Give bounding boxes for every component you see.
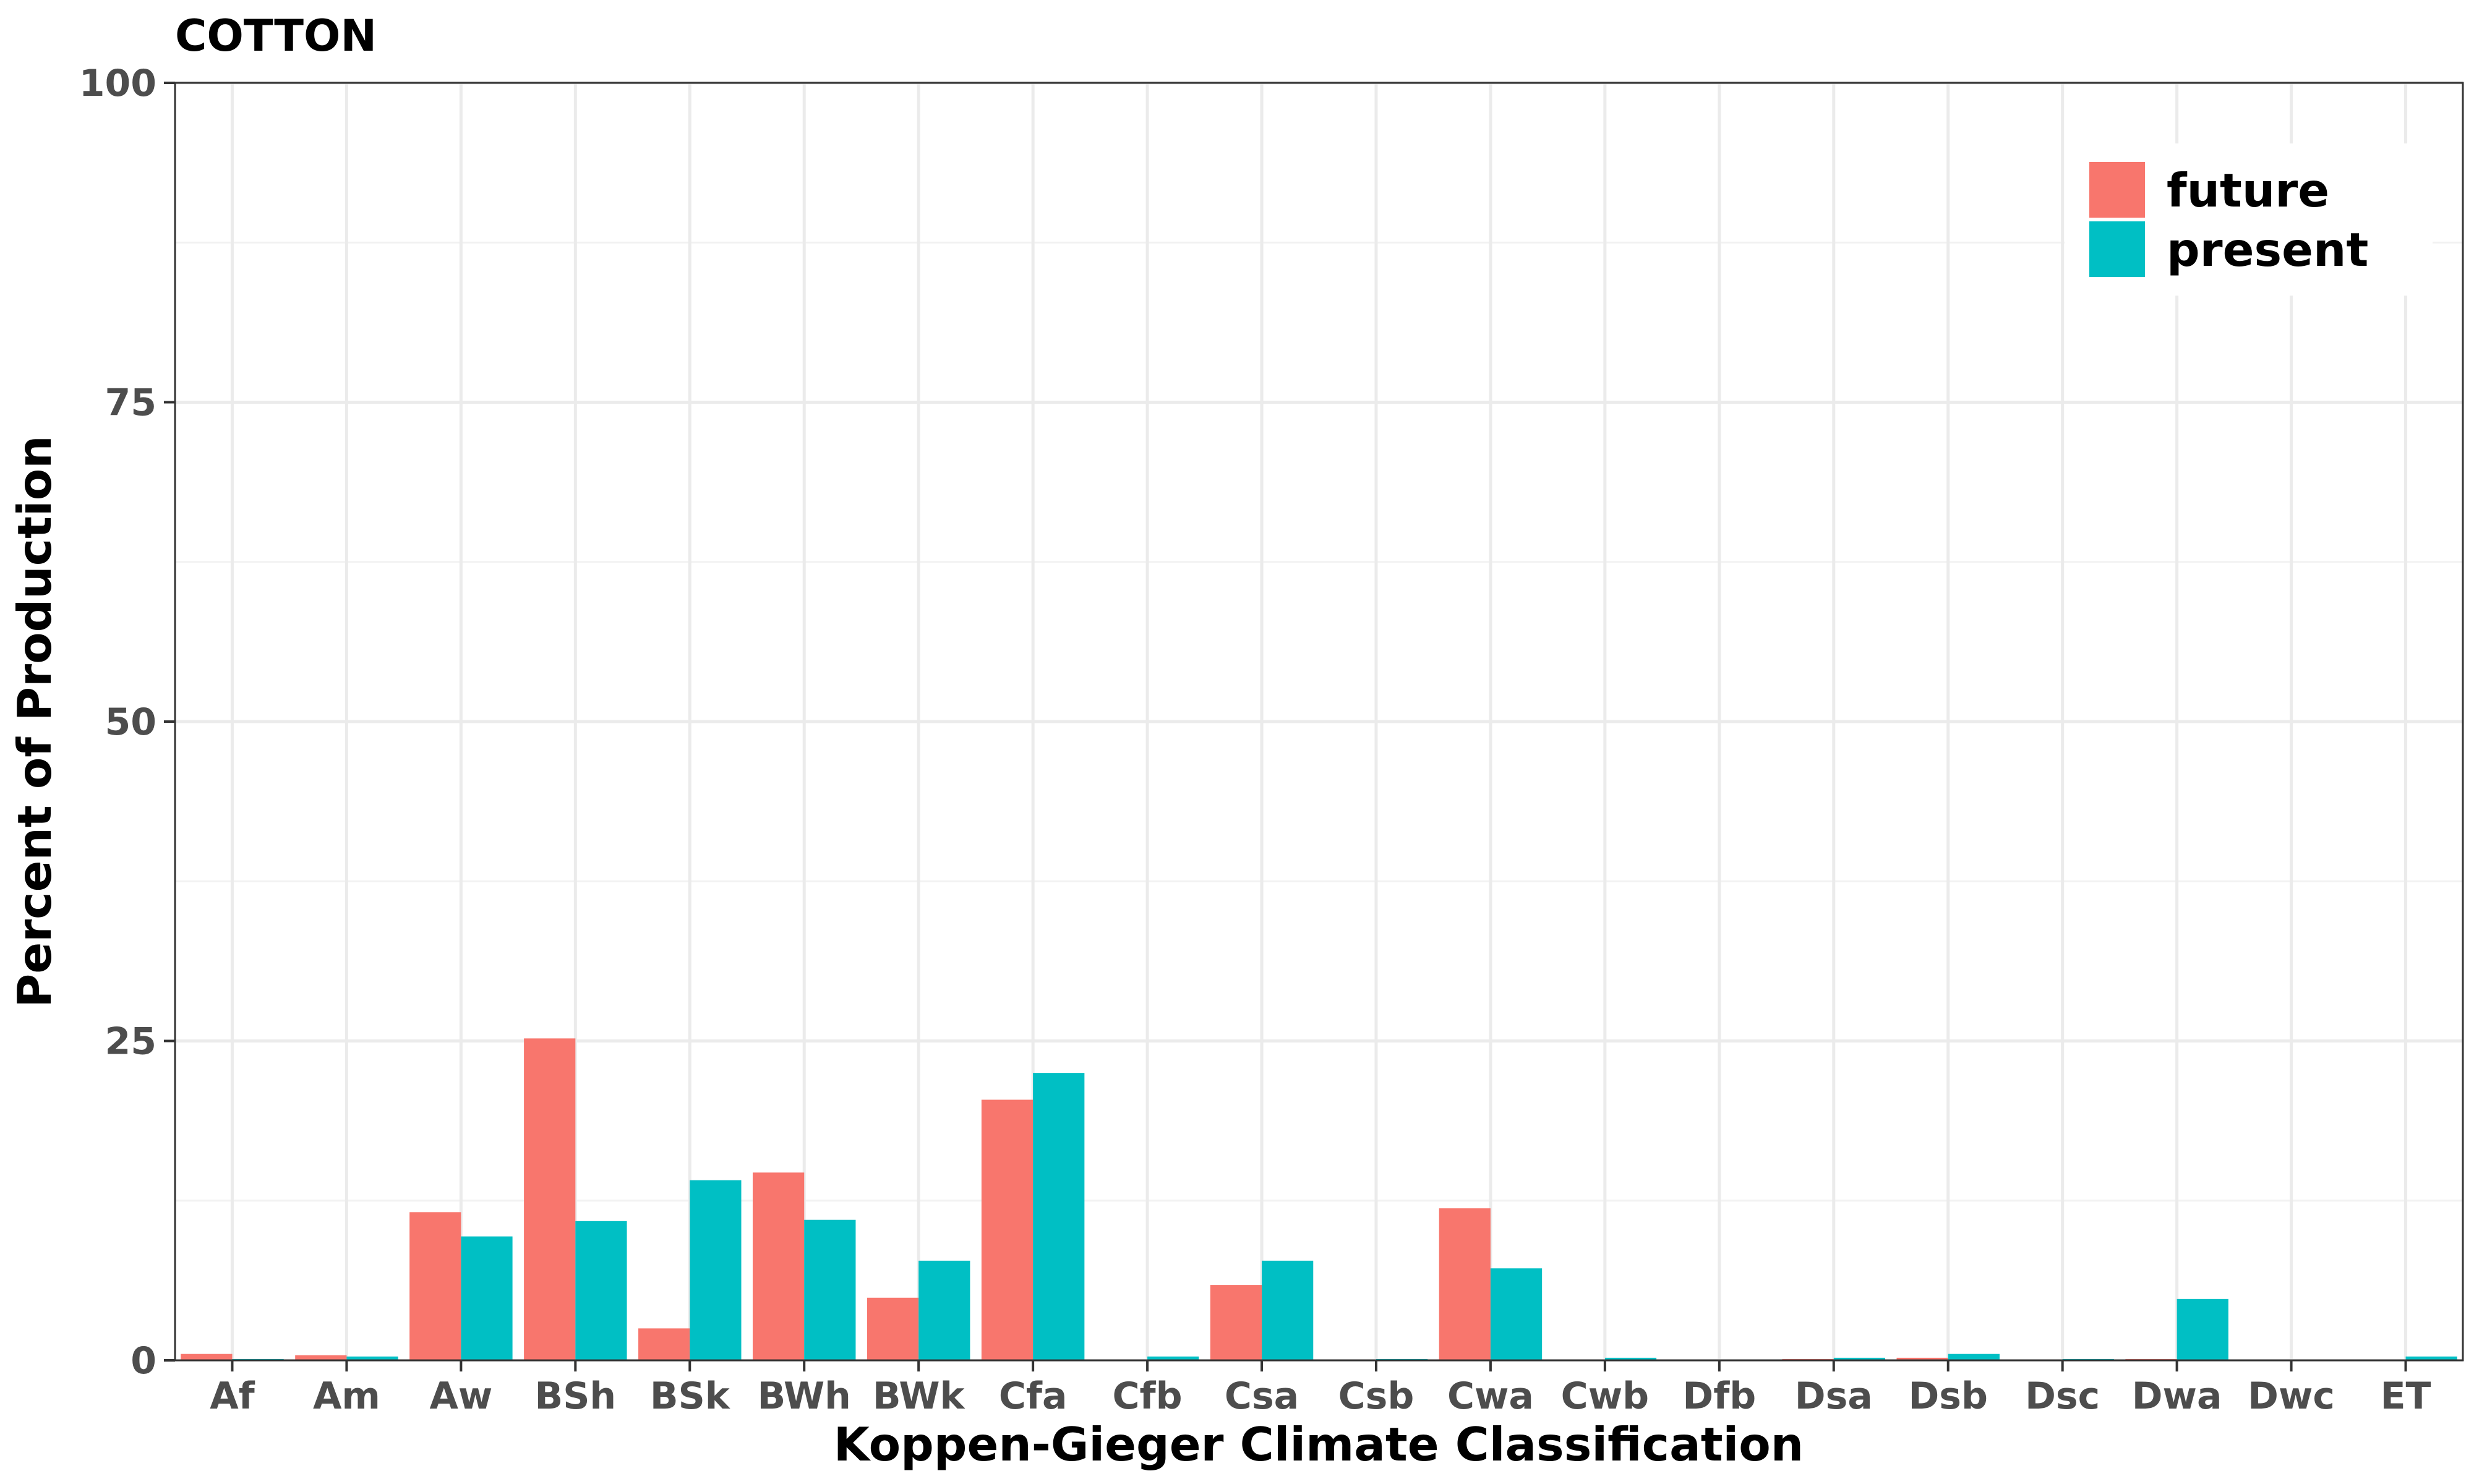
bar-present-Csa xyxy=(1262,1260,1314,1360)
x-tick-label: Cwb xyxy=(1561,1375,1649,1418)
x-tick-label: BWh xyxy=(758,1375,851,1418)
legend-key-future xyxy=(2089,162,2145,218)
x-tick-label: BSk xyxy=(650,1375,731,1418)
x-tick-label: Am xyxy=(313,1375,380,1418)
bar-future-BWh xyxy=(752,1172,805,1360)
bar-present-Dsa xyxy=(1833,1357,1886,1360)
y-tick-label: 50 xyxy=(105,701,157,744)
bar-present-Cfa xyxy=(1033,1073,1085,1360)
bars xyxy=(181,1038,2457,1360)
x-tick-label: Af xyxy=(210,1375,255,1418)
x-tick-label: Csb xyxy=(1338,1375,1415,1418)
bar-future-Csa xyxy=(1210,1285,1262,1360)
bar-present-Cwa xyxy=(1490,1268,1543,1360)
bar-present-BSh xyxy=(575,1221,627,1360)
chart-title: COTTON xyxy=(175,11,377,61)
bar-future-Af xyxy=(181,1354,233,1360)
y-tick-label: 100 xyxy=(79,62,156,105)
bar-present-ET xyxy=(2405,1356,2457,1360)
bar-future-BSh xyxy=(524,1038,576,1360)
bar-future-Am xyxy=(295,1355,347,1360)
y-tick-label: 25 xyxy=(105,1020,157,1064)
x-tick-label: ET xyxy=(2381,1375,2431,1418)
bar-future-Aw xyxy=(409,1212,461,1360)
bar-future-BWk xyxy=(867,1297,919,1360)
bar-future-Cfa xyxy=(981,1099,1034,1360)
x-axis-title: Koppen-Gieger Climate Classification xyxy=(834,1417,1804,1472)
y-axis-title: Percent of Production xyxy=(7,435,62,1007)
x-tick-label: Dfb xyxy=(1682,1375,1756,1418)
x-tick-label: BSh xyxy=(534,1375,616,1418)
x-tick-label: Cwa xyxy=(1447,1375,1534,1418)
y-tick-label: 0 xyxy=(131,1339,156,1383)
y-axis: 0 25 50 75 100 xyxy=(79,62,175,1383)
legend-label-future: future xyxy=(2167,163,2329,218)
bar-present-Dsb xyxy=(1948,1354,2000,1360)
legend-label-present: present xyxy=(2167,223,2368,277)
bar-present-Am xyxy=(346,1356,398,1360)
bar-future-Cwa xyxy=(1439,1208,1491,1360)
bar-future-Dsb xyxy=(1896,1357,1948,1360)
x-tick-label: Csa xyxy=(1225,1375,1299,1418)
legend-key-present xyxy=(2089,221,2145,277)
bar-future-BSk xyxy=(638,1328,690,1360)
x-tick-label: Dwc xyxy=(2248,1375,2335,1418)
x-axis: Af Am Aw BSh BSk BWh BWk Cfa Cfb Csa Csb Cwa Cwb Dfb D… xyxy=(210,1360,2431,1418)
bar-present-BWk xyxy=(918,1260,970,1360)
y-tick-label: 75 xyxy=(105,382,157,425)
bar-present-Cfb xyxy=(1147,1356,1199,1360)
x-tick-label: Dsa xyxy=(1795,1375,1873,1418)
x-tick-label: Dsb xyxy=(1908,1375,1987,1418)
x-tick-label: Dsc xyxy=(2025,1375,2100,1418)
bar-present-Cwb xyxy=(1604,1357,1657,1360)
bar-present-BWh xyxy=(804,1219,856,1360)
bar-present-Dwa xyxy=(2177,1298,2228,1360)
x-tick-label: Aw xyxy=(429,1375,492,1418)
x-tick-label: Dwa xyxy=(2132,1375,2222,1418)
bar-present-Aw xyxy=(461,1236,513,1360)
x-tick-label: Cfb xyxy=(1113,1375,1183,1418)
bar-present-BSk xyxy=(690,1180,742,1360)
x-tick-label: Cfa xyxy=(999,1375,1068,1418)
x-tick-label: BWk xyxy=(873,1375,966,1418)
